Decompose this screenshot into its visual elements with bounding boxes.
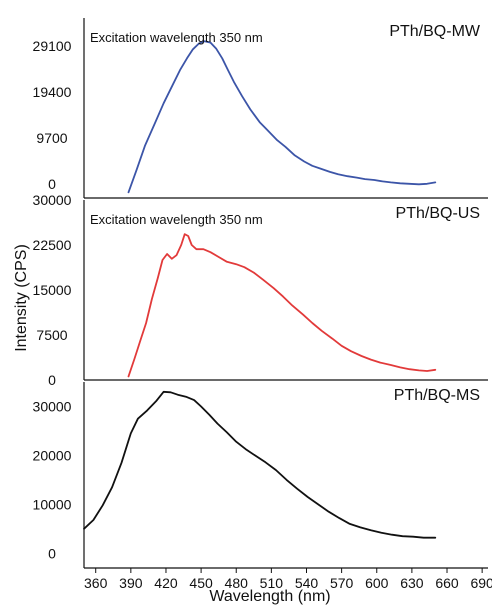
y-tick-label: 29100 [33, 38, 72, 54]
excitation-annotation: Excitation wavelength 350 nm [90, 30, 263, 45]
x-tick-label: 510 [260, 575, 284, 591]
x-tick-label: 690 [470, 575, 492, 591]
series-line-2 [127, 233, 437, 378]
y-tick-label: 10000 [33, 496, 72, 512]
panel-3: 0 10000 20000 30000 PTh/BQ-MS [33, 382, 480, 568]
panel-label: PTh/BQ-MS [394, 387, 480, 404]
x-tick-label: 570 [330, 575, 354, 591]
x-tick-label: 390 [119, 575, 143, 591]
y-tick-label: 7500 [36, 327, 67, 343]
y-axis-title: Intensity (CPS) [13, 244, 30, 352]
x-tick-label: 480 [225, 575, 249, 591]
y-tick-label: 30000 [33, 398, 72, 414]
panel-1: 0 9700 19400 29100 PTh/BQ-MW Excitation wavel… [33, 18, 488, 199]
x-tick-label: 600 [365, 575, 389, 591]
y-tick-label: 0 [48, 372, 56, 388]
x-tick-label: 360 [84, 575, 108, 591]
excitation-annotation: Excitation wavelength 350 nm [90, 212, 263, 227]
y-tick-label: 22500 [33, 237, 72, 253]
panel-label: PTh/BQ-US [396, 205, 480, 222]
x-axis: 360 390 420 450 480 510 540 570 600 630 660 690 [84, 568, 492, 591]
y-tick-label: 0 [48, 545, 56, 561]
y-tick-label: 30000 [33, 192, 72, 208]
x-tick-label: 660 [435, 575, 459, 591]
y-tick-label: 9700 [36, 130, 67, 146]
y-tick-label: 0 [48, 176, 56, 192]
y-tick-label: 19400 [33, 84, 72, 100]
series-line-1 [127, 40, 437, 194]
chart-panels: 0 9700 19400 29100 PTh/BQ-MW Excitation wavel… [33, 18, 488, 568]
y-tick-label: 20000 [33, 447, 72, 463]
y-tick-label: 15000 [33, 282, 72, 298]
x-tick-label: 420 [154, 575, 178, 591]
x-tick-label: 450 [189, 575, 213, 591]
panel-2: 0 7500 15000 22500 30000 PTh/BQ-US Excitation … [33, 192, 488, 388]
x-tick-label: 540 [295, 575, 319, 591]
panel-label: PTh/BQ-MW [389, 23, 481, 40]
x-tick-label: 630 [400, 575, 424, 591]
x-axis-title: Wavelength (nm) [209, 588, 330, 605]
series-line-3 [83, 390, 437, 539]
